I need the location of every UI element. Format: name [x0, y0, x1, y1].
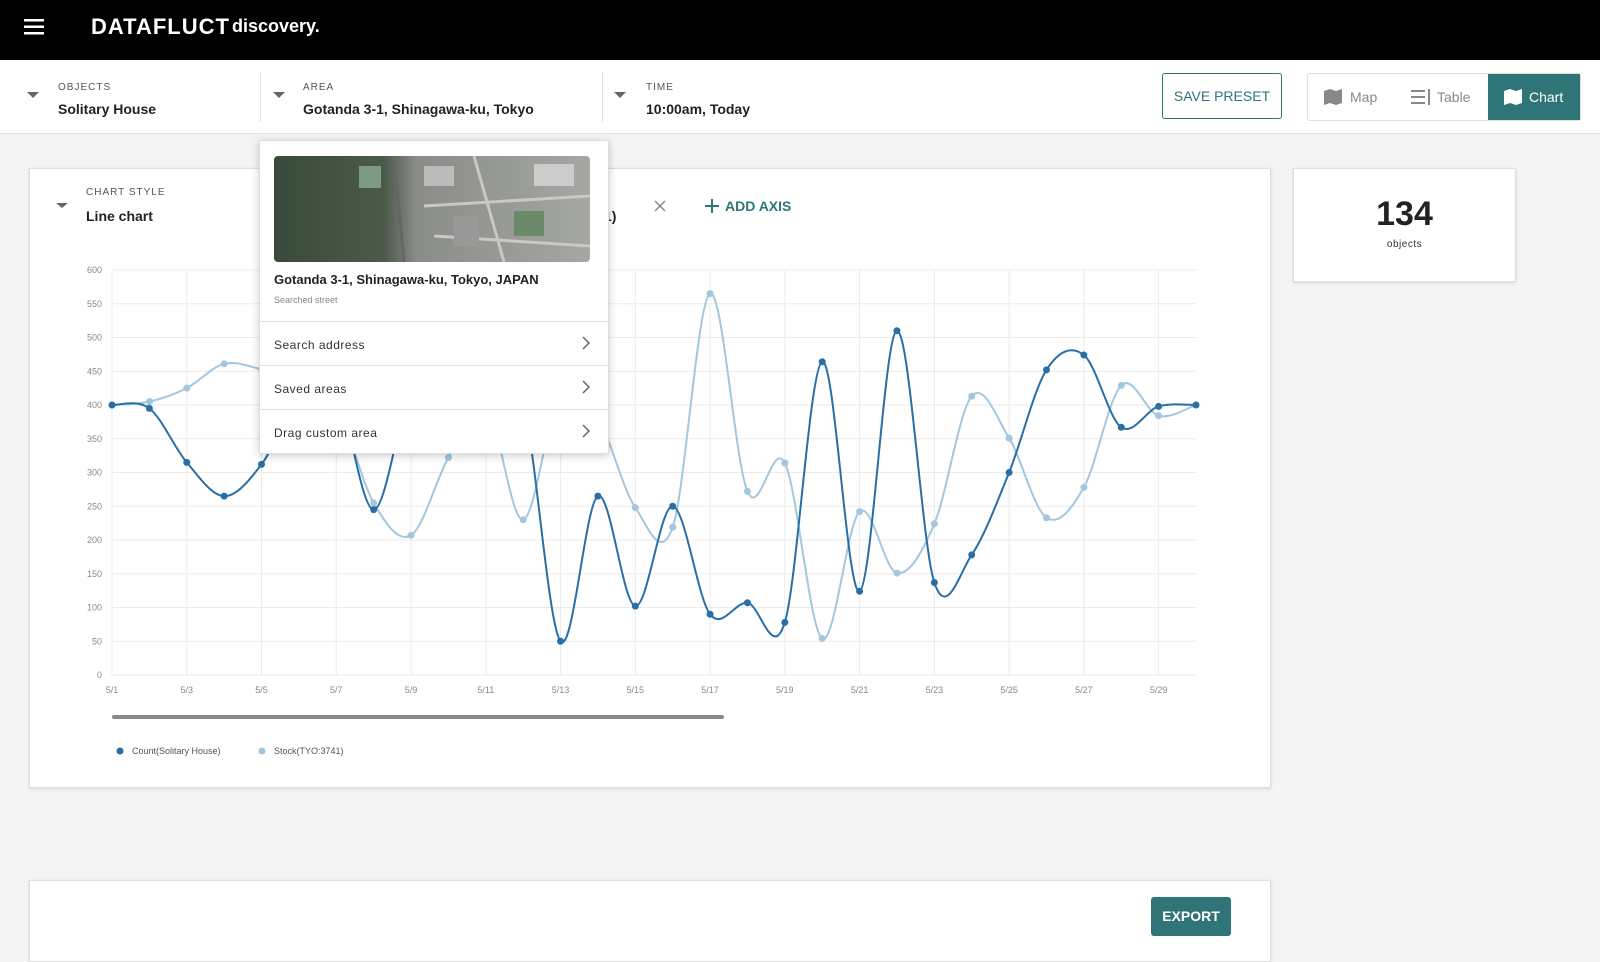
data-point [707, 290, 714, 297]
popup-item-label: Drag custom area [274, 426, 377, 440]
data-point [258, 461, 265, 468]
data-point [1043, 366, 1050, 373]
popup-sublabel: Searched street [274, 295, 338, 305]
scrollbar[interactable] [112, 715, 724, 719]
data-point [669, 503, 676, 510]
chart-style-label: CHART STYLE [86, 187, 166, 198]
popup-address: Gotanda 3-1, Shinagawa-ku, Tokyo, JAPAN [274, 272, 539, 287]
legend-marker [117, 748, 124, 755]
x-tick-label: 5/11 [477, 685, 494, 695]
y-tick-label: 550 [87, 299, 102, 309]
x-tick-label: 5/15 [627, 685, 645, 695]
data-point [781, 619, 788, 626]
data-point [183, 459, 190, 466]
data-point [594, 493, 601, 500]
x-tick-label: 5/13 [552, 685, 570, 695]
data-point [893, 327, 900, 334]
y-tick-label: 50 [92, 636, 102, 646]
data-point [744, 599, 751, 606]
data-point [856, 508, 863, 515]
caret [56, 203, 68, 208]
data-point [1118, 424, 1125, 431]
satellite-image [274, 156, 590, 262]
data-point [931, 520, 938, 527]
add-axis-button[interactable]: ADD AXIS [725, 198, 791, 214]
data-point [968, 551, 975, 558]
y-tick-label: 500 [87, 333, 102, 343]
popup-item-label: Saved areas [274, 382, 347, 396]
x-tick-label: 5/1 [106, 685, 119, 695]
data-point [445, 454, 452, 461]
data-point [1006, 435, 1013, 442]
data-point [408, 532, 415, 539]
data-point [1118, 382, 1125, 389]
data-point [221, 360, 228, 367]
data-point [856, 588, 863, 595]
x-tick-label: 5/19 [776, 685, 794, 695]
data-point [1080, 484, 1087, 491]
popup-item-label: Search address [274, 338, 365, 352]
data-point [669, 524, 676, 531]
legend-label: Count(Solitary House) [132, 746, 221, 756]
data-point [819, 635, 826, 642]
y-tick-label: 150 [87, 569, 102, 579]
x-tick-label: 5/7 [330, 685, 343, 695]
data-point [1043, 514, 1050, 521]
data-point [819, 358, 826, 365]
popup-item[interactable]: Drag custom area [260, 409, 608, 454]
data-point [146, 398, 153, 405]
data-point [1080, 352, 1087, 359]
y-tick-label: 600 [87, 265, 102, 275]
data-point [520, 516, 527, 523]
data-point [632, 603, 639, 610]
data-point [632, 504, 639, 511]
data-point [781, 460, 788, 467]
x-tick-label: 5/27 [1075, 685, 1093, 695]
data-point [931, 579, 938, 586]
data-point [1193, 402, 1200, 409]
data-point [557, 638, 564, 645]
data-point [893, 570, 900, 577]
y-tick-label: 0 [97, 670, 102, 680]
y-tick-label: 100 [87, 603, 102, 613]
data-point [1155, 412, 1162, 419]
data-point [109, 402, 116, 409]
x-tick-label: 5/21 [851, 685, 869, 695]
x-tick-label: 5/3 [181, 685, 194, 695]
y-tick-label: 450 [87, 366, 102, 376]
y-tick-label: 350 [87, 434, 102, 444]
chart-style-value[interactable]: Line chart [86, 208, 153, 224]
x-tick-label: 5/23 [926, 685, 944, 695]
y-tick-label: 250 [87, 501, 102, 511]
legend-marker [259, 748, 266, 755]
data-point [221, 493, 228, 500]
x-tick-label: 5/25 [1000, 685, 1018, 695]
add-icon [705, 199, 719, 213]
popup-item[interactable]: Search address [260, 321, 608, 366]
y-tick-label: 200 [87, 535, 102, 545]
popup-item[interactable]: Saved areas [260, 365, 608, 410]
data-point [1155, 403, 1162, 410]
area-popup: Gotanda 3-1, Shinagawa-ku, Tokyo, JAPAN … [259, 140, 609, 454]
legend-label: Stock(TYO:3741) [274, 746, 344, 756]
x-tick-label: 5/5 [255, 685, 268, 695]
x-tick-label: 5/17 [701, 685, 719, 695]
remove-axis[interactable] [655, 201, 665, 211]
data-point [968, 393, 975, 400]
data-point [1006, 469, 1013, 476]
y-tick-label: 400 [87, 400, 102, 410]
y-tick-label: 300 [87, 468, 102, 478]
x-tick-label: 5/29 [1150, 685, 1168, 695]
data-point [146, 405, 153, 412]
data-point [183, 385, 190, 392]
data-point [370, 499, 377, 506]
data-point [707, 611, 714, 618]
data-point [744, 488, 751, 495]
data-point [370, 506, 377, 513]
x-tick-label: 5/9 [405, 685, 418, 695]
